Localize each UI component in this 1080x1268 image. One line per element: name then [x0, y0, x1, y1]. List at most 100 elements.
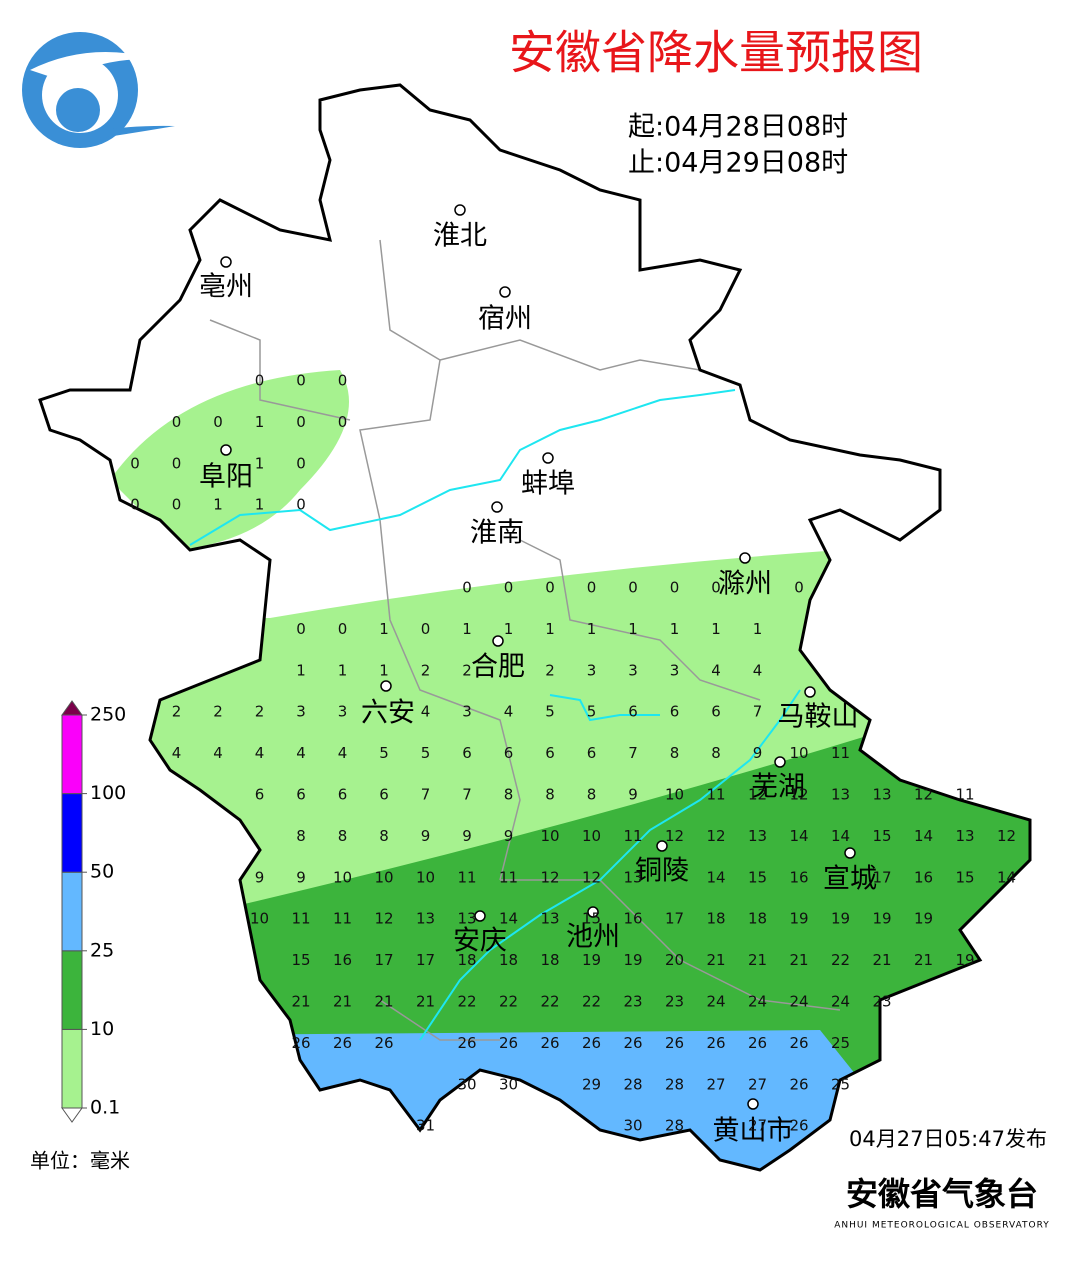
grid-value: 0: [338, 413, 348, 431]
grid-value: 26: [623, 1034, 642, 1052]
city-dot: [454, 204, 466, 216]
grid-value: 6: [255, 786, 265, 804]
city-label: 安庆: [453, 926, 507, 957]
grid-value: 0: [296, 620, 306, 638]
grid-value: 21: [374, 993, 393, 1011]
grid-value: 14: [997, 868, 1016, 886]
grid-value: 13: [955, 827, 974, 845]
grid-value: 3: [587, 661, 597, 679]
grid-value: 3: [628, 661, 638, 679]
city-dot: [844, 847, 856, 859]
grid-value: 28: [623, 1075, 642, 1093]
grid-value: 21: [333, 993, 352, 1011]
city-dot: [499, 286, 511, 298]
grid-value: 15: [955, 868, 974, 886]
grid-value: 1: [255, 413, 265, 431]
legend-tick-label: 10: [90, 1018, 114, 1040]
grid-value: 11: [291, 910, 310, 928]
grid-value: 2: [462, 661, 472, 679]
legend-tick-label: 25: [90, 939, 114, 961]
grid-value: 22: [540, 993, 559, 1011]
grid-value: 12: [665, 827, 684, 845]
grid-value: 12: [582, 868, 601, 886]
grid-value: 19: [789, 910, 808, 928]
grid-value: 21: [706, 951, 725, 969]
grid-value: 11: [333, 910, 352, 928]
grid-value: 4: [421, 703, 431, 721]
grid-value: 10: [416, 868, 435, 886]
city-dot: [380, 680, 392, 692]
grid-value: 19: [582, 951, 601, 969]
grid-value: 17: [872, 868, 891, 886]
grid-value: 9: [421, 827, 431, 845]
grid-value: 25: [831, 1075, 850, 1093]
grid-value: 19: [914, 910, 933, 928]
grid-value: 16: [333, 951, 352, 969]
grid-value: 26: [706, 1034, 725, 1052]
grid-value: 8: [670, 744, 680, 762]
legend-cap-top: [61, 700, 83, 716]
grid-value: 0: [670, 579, 680, 597]
grid-value: 13: [748, 827, 767, 845]
grid-value: 10: [582, 827, 601, 845]
grid-value: 0: [296, 454, 306, 472]
city-dot: [804, 686, 816, 698]
grid-value: 1: [711, 620, 721, 638]
grid-value: 13: [831, 786, 850, 804]
city-dot: [474, 910, 486, 922]
grid-value: 12: [789, 786, 808, 804]
grid-value: 29: [582, 1075, 601, 1093]
grid-value: 4: [753, 661, 763, 679]
grid-value: 26: [499, 1034, 518, 1052]
grid-value: 0: [255, 372, 265, 390]
value-grid: 0 0 00 0 1 0 00 0 1 00 0 1 1 00 0 0 0 0 0 0 00 0 1 0 1 1 1 1 1 1 1 11 1 1…: [130, 372, 1016, 1135]
grid-value: 8: [711, 744, 721, 762]
grid-value: 26: [582, 1034, 601, 1052]
city-label: 马鞍山: [778, 702, 859, 733]
grid-value: 21: [789, 951, 808, 969]
grid-value: 6: [670, 703, 680, 721]
city-dot: [542, 452, 554, 464]
grid-value: 3: [296, 703, 306, 721]
city-label: 宿州: [478, 304, 532, 335]
grid-value: 2: [213, 703, 223, 721]
grid-value: 1: [338, 661, 348, 679]
legend: 0.1 10 25 50 100 250: [61, 700, 126, 1123]
grid-value: 7: [421, 786, 431, 804]
grid-value: 26: [457, 1034, 476, 1052]
grid-value: 13: [416, 910, 435, 928]
grid-value: 30: [623, 1117, 642, 1135]
grid-value: 8: [296, 827, 306, 845]
city-label: 铜陵: [635, 856, 689, 887]
agency-en: ANHUI METEOROLOGICAL OBSERVATORY: [834, 1221, 1050, 1231]
city-label: 黄山市: [713, 1116, 794, 1147]
city-dot: [656, 840, 668, 852]
legend-cap-bottom: [61, 1107, 83, 1123]
grid-value: 26: [748, 1034, 767, 1052]
end-time: 止:04月29日08时: [628, 148, 848, 179]
grid-value: 9: [296, 868, 306, 886]
grid-value: 1: [628, 620, 638, 638]
grid-value: 21: [914, 951, 933, 969]
grid-value: 14: [789, 827, 808, 845]
grid-value: 0: [338, 372, 348, 390]
grid-value: 19: [623, 951, 642, 969]
grid-value: 15: [872, 827, 891, 845]
grid-value: 17: [374, 951, 393, 969]
city-dot: [220, 256, 232, 268]
legend-tick-label: 50: [90, 861, 114, 883]
grid-value: 26: [665, 1034, 684, 1052]
grid-value: 26: [540, 1034, 559, 1052]
grid-value: 1: [545, 620, 555, 638]
title: 安徽省降水量预报图: [509, 26, 923, 80]
city-dot: [774, 756, 786, 768]
city-label: 阜阳: [199, 462, 253, 493]
grid-value: 19: [831, 910, 850, 928]
grid-value: 10: [250, 910, 269, 928]
grid-value: 11: [499, 868, 518, 886]
grid-value: 3: [462, 703, 472, 721]
grid-value: 26: [333, 1034, 352, 1052]
grid-value: 5: [421, 744, 431, 762]
grid-value: 27: [748, 1117, 767, 1135]
